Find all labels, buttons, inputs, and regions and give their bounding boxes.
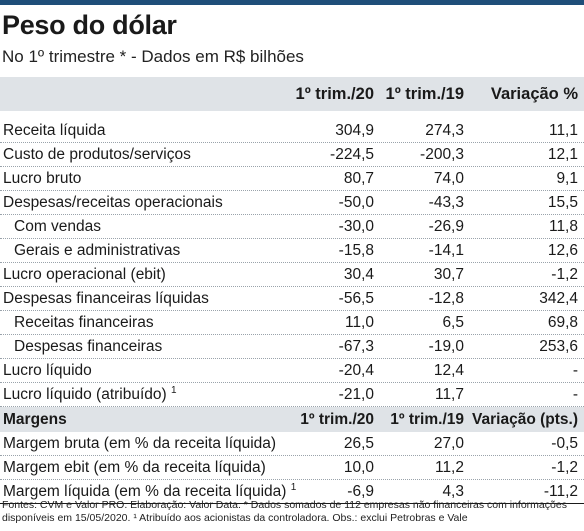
value-q1-2020: 30,4 [343,266,374,283]
value-variation: 12,6 [547,242,578,259]
source-footnote: Fontes: CVM e Valor PRO. Elaboração: Val… [2,499,567,524]
value-q1-2019: 12,4 [433,362,464,379]
row-label: Lucro líquido [3,362,92,379]
value-variation: 9,1 [556,170,578,187]
value-q1-2019: 11,2 [434,459,464,476]
value-variation: -11,2 [543,483,578,500]
table-row: Receita líquida 304,9 274,3 11,1 [0,119,584,143]
value-variation: 253,6 [539,338,578,355]
value-q1-2020: 26,5 [343,435,374,452]
value-q1-2020: -30,0 [338,218,374,235]
value-q1-2019: 30,7 [433,266,464,283]
value-q1-2019: 11,7 [434,386,464,403]
value-q1-2019: -19,0 [428,338,464,355]
value-variation: -1,2 [551,266,578,283]
value-q1-2020: -6,9 [347,483,374,500]
table-row: Despesas financeiras -67,3 -19,0 253,6 [0,335,584,359]
value-q1-2019: 74,0 [433,170,464,187]
value-variation: 342,4 [539,290,578,307]
value-variation: 11,8 [548,218,578,235]
value-variation: 69,8 [547,314,578,331]
value-variation: 15,5 [547,194,578,211]
value-q1-2019: -12,8 [428,290,464,307]
margin-row: Margem bruta (em % da receita líquida) 2… [0,432,584,456]
row-label: Despesas/receitas operacionais [3,194,223,211]
value-q1-2019: -14,1 [428,242,464,259]
value-q1-2019: -43,3 [428,194,464,211]
row-label: Com vendas [14,218,102,235]
value-q1-2019: 274,3 [425,122,464,139]
value-variation: - [572,386,578,403]
footnote-marker: 1 [171,385,177,396]
value-variation: - [572,362,578,379]
row-label: Lucro operacional (ebit) [3,266,166,283]
value-variation: -0,5 [551,435,578,452]
table-row: Despesas financeiras líquidas -56,5 -12,… [0,287,584,311]
row-label-text: Margem líquida (em % da receita líquida) [3,483,287,500]
value-q1-2020: 304,9 [335,122,374,139]
row-label: Custo de produtos/serviços [3,146,191,163]
table-row: Receitas financeiras 11,0 6,5 69,8 [0,311,584,335]
table-row: Gerais e administrativas -15,8 -14,1 12,… [0,239,584,263]
margins-column-header-q1-2020: 1º trim./20 [300,411,374,428]
row-label: Margem ebit (em % da receita líquida) [3,459,266,476]
table-row: Custo de produtos/serviços -224,5 -200,3… [0,143,584,167]
margins-column-header-variation: Variação (pts.) [472,411,578,428]
page-title: Peso do dólar [2,10,177,40]
value-q1-2019: 4,3 [442,483,464,500]
header-spacer [0,111,584,119]
table-row: Lucro bruto 80,7 74,0 9,1 [0,167,584,191]
row-label: Lucro líquido (atribuído) 1 [3,383,177,406]
column-header-variation: Variação % [490,85,578,103]
footnote-marker: 1 [290,482,297,493]
row-label: Gerais e administrativas [14,242,181,259]
row-label: Margem bruta (em % da receita líquida) [3,435,277,452]
row-label-text: Lucro líquido (atribuído) [3,386,167,403]
margin-row: Margem ebit (em % da receita líquida) 10… [0,456,584,480]
page-subtitle: No 1º trimestre * - Dados em R$ bilhões [2,47,304,66]
value-variation: -1,2 [551,459,578,476]
value-q1-2020: -15,8 [338,242,374,259]
value-variation: 12,1 [547,146,578,163]
value-q1-2020: 80,7 [343,170,374,187]
margins-section-title: Margens [3,411,67,428]
table-row: Lucro líquido (atribuído) 1 -21,0 11,7 - [0,383,584,407]
table-row: Despesas/receitas operacionais -50,0 -43… [0,191,584,215]
row-label: Receita líquida [3,122,106,139]
row-label: Receitas financeiras [14,314,154,331]
table-row: Com vendas -30,0 -26,9 11,8 [0,215,584,239]
table-header-row: 1º trim./20 1º trim./19 Variação % [0,77,584,111]
row-label: Lucro bruto [3,170,82,187]
row-label: Despesas financeiras líquidas [3,290,209,307]
column-header-q1-2019: 1º trim./19 [385,85,464,103]
top-accent-bar [0,0,584,5]
table-row: Lucro líquido -20,4 12,4 - [0,359,584,383]
value-q1-2020: -67,3 [338,338,374,355]
margins-column-header-q1-2019: 1º trim./19 [390,411,464,428]
margin-row: Margem líquida (em % da receita líquida)… [0,480,584,504]
value-q1-2020: -224,5 [330,146,374,163]
value-q1-2020: 10,0 [343,459,374,476]
row-label: Despesas financeiras [14,338,163,355]
row-label: Margem líquida (em % da receita líquida)… [3,480,296,503]
value-q1-2020: -50,0 [338,194,374,211]
value-q1-2020: -21,0 [338,386,374,403]
margins-header-row: Margens 1º trim./20 1º trim./19 Variação… [0,407,584,432]
financial-table: 1º trim./20 1º trim./19 Variação % Recei… [0,77,584,504]
column-header-q1-2020: 1º trim./20 [295,85,374,103]
value-q1-2019: 27,0 [433,435,464,452]
value-q1-2019: -26,9 [428,218,464,235]
value-q1-2020: -20,4 [338,362,374,379]
value-variation: 11,1 [548,122,578,139]
value-q1-2020: -56,5 [338,290,374,307]
table-row: Lucro operacional (ebit) 30,4 30,7 -1,2 [0,263,584,287]
value-q1-2019: 6,5 [442,314,464,331]
value-q1-2019: -200,3 [420,146,464,163]
value-q1-2020: 11,0 [344,314,374,331]
